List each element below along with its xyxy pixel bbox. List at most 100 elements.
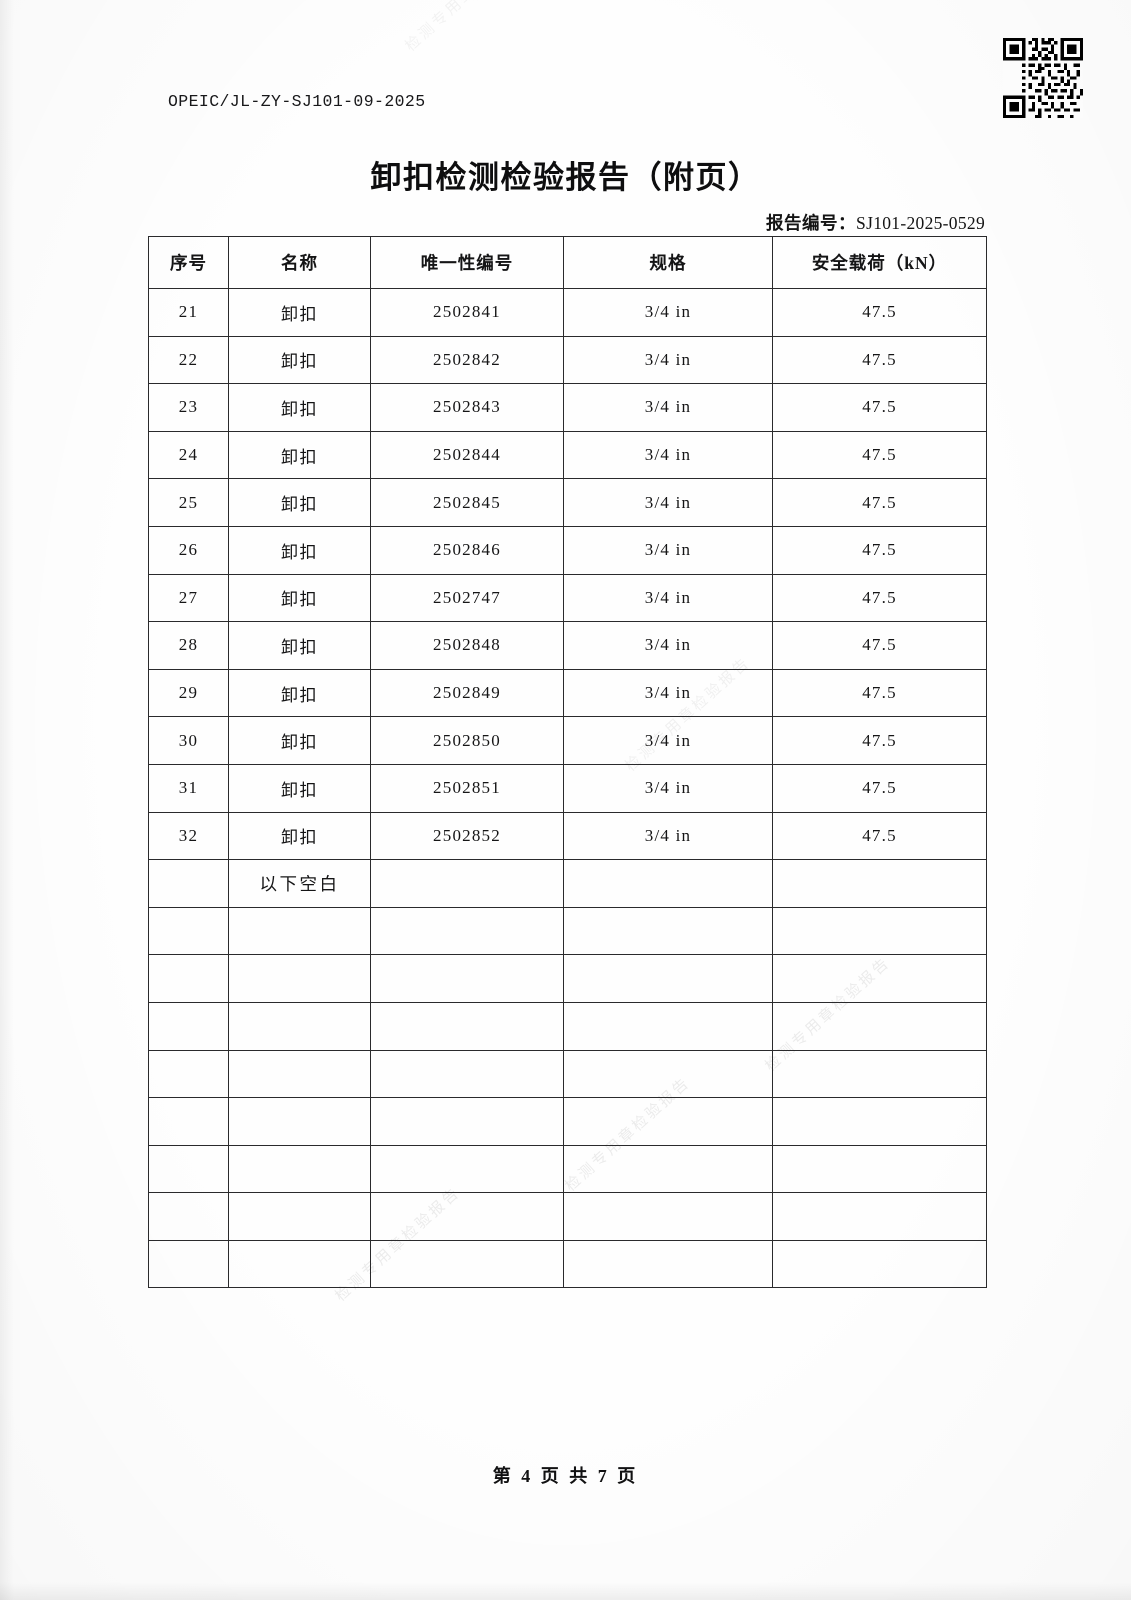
cell-name (228, 1001, 371, 1051)
cell-load: 47.5 (772, 763, 987, 813)
cell-serial (148, 1192, 229, 1241)
cell-uid: 2502848 (370, 621, 564, 670)
cell-uid: 2502846 (370, 525, 564, 575)
table-row (148, 1001, 987, 1051)
cell-spec: 3/4 in (563, 478, 773, 527)
cell-load: 47.5 (772, 573, 987, 623)
cell-load: 47.5 (772, 525, 987, 575)
cell-load: 47.5 (772, 383, 987, 432)
cell-name (228, 1144, 371, 1194)
cell-spec: 3/4 in (563, 621, 773, 670)
cell-name: 卸扣 (228, 573, 371, 623)
cell-serial: 21 (148, 288, 229, 337)
cell-load (772, 1097, 987, 1146)
cell-name: 卸扣 (228, 478, 371, 527)
cell-uid: 2502849 (370, 668, 564, 718)
cell-serial (148, 1049, 229, 1099)
cell-spec: 3/4 in (563, 335, 773, 385)
cell-name: 卸扣 (228, 763, 371, 813)
cell-uid: 2502850 (370, 716, 564, 765)
table-row: 23 卸扣 2502843 3/4 in 47.5 (148, 383, 987, 432)
cell-name: 卸扣 (228, 716, 371, 765)
table-row: 27 卸扣 2502747 3/4 in 47.5 (148, 573, 987, 623)
cell-uid: 2502844 (370, 430, 564, 480)
cell-load (772, 859, 987, 908)
cell-spec: 3/4 in (563, 288, 773, 337)
cell-load (772, 1192, 987, 1241)
table-header: 序号 名称 唯一性编号 规格 安全载荷（kN） (148, 236, 987, 289)
page-title: 卸扣检测检验报告（附页） (370, 160, 761, 196)
cell-load: 47.5 (772, 288, 987, 337)
cell-spec (563, 1239, 773, 1289)
table-row: 32 卸扣 2502852 3/4 in 47.5 (148, 811, 987, 861)
cell-uid: 2502845 (370, 478, 564, 527)
cell-serial: 23 (148, 383, 229, 432)
cell-name: 卸扣 (228, 335, 371, 385)
cell-spec (563, 1097, 773, 1146)
scan-edge-shadow-bottom (0, 1582, 1131, 1600)
cell-uid (370, 1192, 564, 1241)
cell-uid: 2502843 (370, 383, 564, 432)
cell-name (228, 906, 371, 956)
document-control-code: OPEIC/JL-ZY-SJ101-09-2025 (168, 92, 426, 111)
table-row: 22 卸扣 2502842 3/4 in 47.5 (148, 335, 987, 385)
cell-uid: 2502842 (370, 335, 564, 385)
cell-name: 卸扣 (228, 525, 371, 575)
cell-serial: 29 (148, 668, 229, 718)
cell-uid (370, 1144, 564, 1194)
cell-uid (370, 954, 564, 1003)
cell-spec (563, 954, 773, 1003)
cell-name (228, 1049, 371, 1099)
column-header-uid: 唯一性编号 (370, 236, 564, 289)
cell-name: 卸扣 (228, 288, 371, 337)
cell-serial: 27 (148, 573, 229, 623)
cell-spec: 3/4 in (563, 573, 773, 623)
cell-serial (148, 1001, 229, 1051)
cell-serial (148, 859, 229, 908)
cell-spec: 3/4 in (563, 811, 773, 861)
cell-load: 47.5 (772, 716, 987, 765)
table-row: 21 卸扣 2502841 3/4 in 47.5 (148, 288, 987, 337)
cell-spec: 3/4 in (563, 763, 773, 813)
scan-watermark: 检测专用章检验报告 (400, 0, 534, 56)
table-row (148, 1049, 987, 1099)
cell-load: 47.5 (772, 430, 987, 480)
cell-uid (370, 1239, 564, 1289)
table-row (148, 1097, 987, 1146)
cell-serial (148, 954, 229, 1003)
cell-load: 47.5 (772, 335, 987, 385)
table-row (148, 1239, 987, 1289)
cell-serial (148, 1097, 229, 1146)
cell-uid: 2502841 (370, 288, 564, 337)
cell-load (772, 906, 987, 956)
cell-serial: 24 (148, 430, 229, 480)
cell-spec (563, 1144, 773, 1194)
cell-serial: 25 (148, 478, 229, 527)
cell-name: 卸扣 (228, 668, 371, 718)
cell-name: 卸扣 (228, 383, 371, 432)
table-row: 31 卸扣 2502851 3/4 in 47.5 (148, 763, 987, 813)
cell-name (228, 1239, 371, 1289)
table-row: 25 卸扣 2502845 3/4 in 47.5 (148, 478, 987, 527)
cell-name: 以下空白 (228, 859, 371, 908)
cell-spec (563, 906, 773, 956)
qr-code[interactable] (1003, 38, 1083, 118)
cell-spec: 3/4 in (563, 716, 773, 765)
cell-uid (370, 859, 564, 908)
table-row (148, 906, 987, 956)
table-row (148, 1144, 987, 1194)
cell-load: 47.5 (772, 621, 987, 670)
table-row: 30 卸扣 2502850 3/4 in 47.5 (148, 716, 987, 765)
column-header-name: 名称 (228, 236, 371, 289)
cell-serial: 32 (148, 811, 229, 861)
column-header-serial: 序号 (148, 236, 229, 289)
cell-load (772, 1239, 987, 1289)
cell-spec (563, 1192, 773, 1241)
cell-spec (563, 1049, 773, 1099)
cell-spec (563, 1001, 773, 1051)
column-header-load: 安全载荷（kN） (772, 236, 987, 289)
column-header-spec: 规格 (563, 236, 773, 289)
cell-load (772, 954, 987, 1003)
cell-spec: 3/4 in (563, 430, 773, 480)
